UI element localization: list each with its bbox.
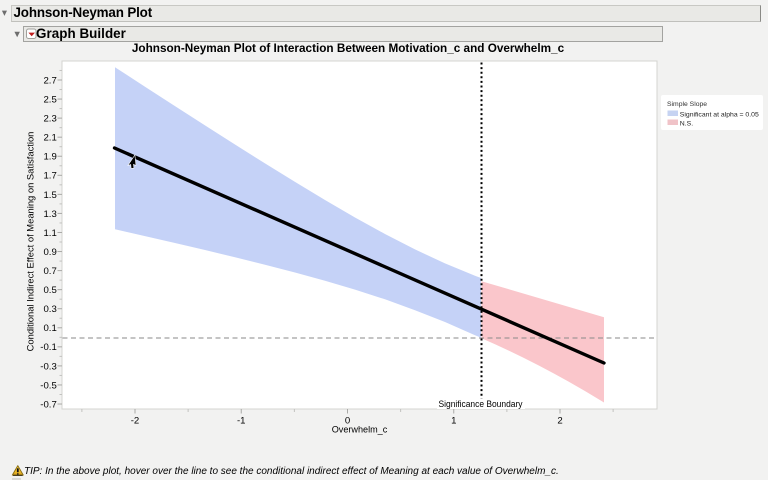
- svg-text:0.3: 0.3: [43, 304, 56, 315]
- svg-text:Significant at alpha = 0.05: Significant at alpha = 0.05: [680, 112, 759, 119]
- svg-text:Overwhelm_c: Overwhelm_c: [332, 425, 388, 435]
- svg-text:1.9: 1.9: [43, 152, 56, 163]
- svg-text:1.3: 1.3: [43, 209, 56, 220]
- svg-text:0.1: 0.1: [43, 323, 56, 334]
- svg-text:-1: -1: [237, 416, 246, 427]
- svg-text:2: 2: [557, 416, 562, 427]
- svg-text:2.7: 2.7: [43, 75, 56, 86]
- svg-text:1.1: 1.1: [43, 228, 56, 239]
- svg-text:2.3: 2.3: [43, 114, 56, 125]
- svg-text:0.5: 0.5: [43, 285, 56, 296]
- svg-text:0: 0: [345, 416, 350, 427]
- svg-text:1: 1: [451, 416, 456, 427]
- svg-text:0.9: 0.9: [43, 247, 56, 258]
- svg-text:-0.5: -0.5: [40, 380, 57, 391]
- svg-text:-2: -2: [131, 416, 140, 427]
- svg-text:N.S.: N.S.: [680, 121, 693, 128]
- svg-text:0.7: 0.7: [43, 266, 56, 277]
- svg-text:1.7: 1.7: [43, 171, 56, 182]
- svg-text:-0.1: -0.1: [40, 342, 57, 353]
- svg-text:Significance Boundary: Significance Boundary: [439, 399, 523, 409]
- svg-text:-0.7: -0.7: [40, 399, 57, 410]
- svg-text:-0.3: -0.3: [40, 361, 57, 372]
- svg-text:2.1: 2.1: [43, 133, 56, 144]
- svg-text:1.5: 1.5: [43, 190, 56, 201]
- svg-text:2.5: 2.5: [43, 94, 56, 105]
- svg-text:Simple Slope: Simple Slope: [667, 101, 707, 108]
- svg-text:Conditional Indirect Effect of: Conditional Indirect Effect of Meaning o…: [25, 132, 36, 352]
